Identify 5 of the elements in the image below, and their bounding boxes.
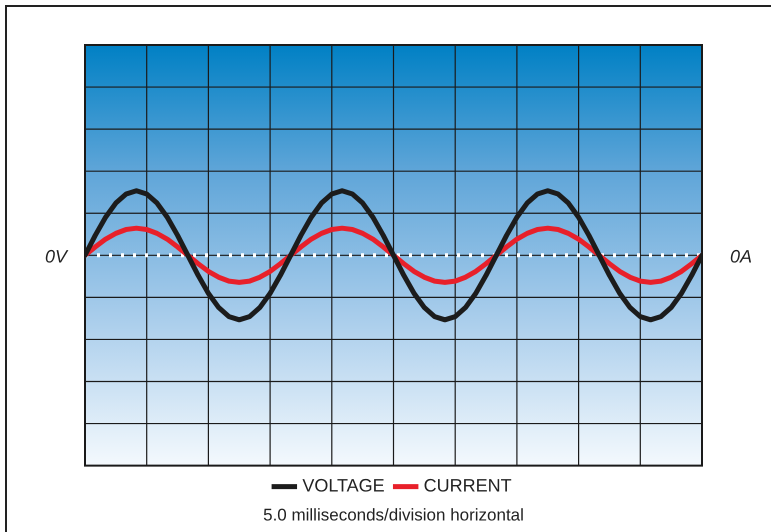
legend-label: VOLTAGE bbox=[302, 476, 385, 496]
text: 5.0 milliseconds/division horizontal bbox=[263, 505, 524, 524]
ref-line-label: 0V bbox=[44, 246, 69, 266]
legend-label: CURRENT bbox=[424, 476, 512, 496]
text: 0A bbox=[730, 246, 752, 266]
